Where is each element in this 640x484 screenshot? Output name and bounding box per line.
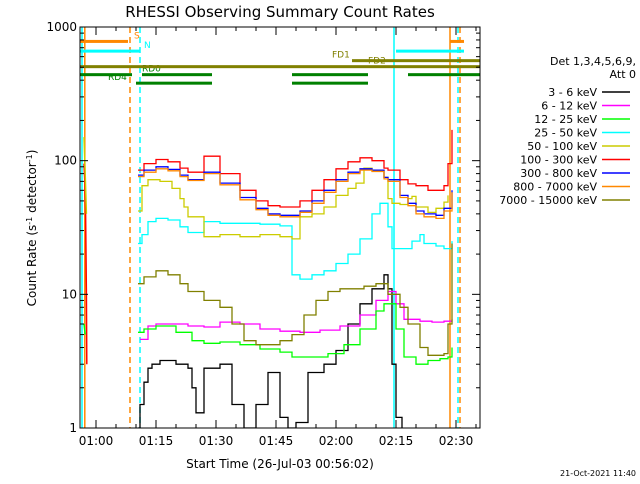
flag-bar-n: [80, 49, 140, 53]
flag-bar-rd0: [142, 73, 212, 77]
series-line-6: [138, 166, 453, 216]
flag-bar-s: [450, 39, 464, 43]
flag-bar-rd0: [80, 73, 132, 77]
y-tick-label: 10: [62, 287, 77, 301]
flag-label-fd1: FD1: [332, 51, 350, 61]
legend-label: 800 - 7000 keV: [513, 181, 597, 194]
y-tick-label: 100: [54, 154, 77, 168]
y-axis-label: Count Rate (s-1 detector-1): [25, 150, 40, 307]
edge-segment-line: [83, 323, 86, 335]
legend-label: 12 - 25 keV: [534, 113, 597, 126]
flag-bar-n: [396, 49, 464, 53]
legend-label: 300 - 800 keV: [520, 167, 597, 180]
flag-label-rd0: RD0: [142, 65, 161, 75]
legend-label: 3 - 6 keV: [548, 86, 597, 99]
legend-label: 100 - 300 keV: [520, 154, 597, 167]
x-tick-label: 01:15: [139, 434, 174, 448]
data-lines: [80, 27, 480, 428]
y-tick-label: 1000: [46, 20, 77, 34]
x-tick-label: 02:30: [439, 434, 474, 448]
series-line-0: [138, 274, 403, 428]
flag-label-s: S: [134, 31, 140, 41]
series-line-2: [138, 303, 453, 365]
flag-bar-s: [80, 39, 128, 43]
series-line-1: [140, 290, 453, 341]
chart-title: RHESSI Observing Summary Count Rates: [125, 3, 435, 21]
flag-bar-rd0: [408, 73, 480, 77]
x-tick-label: 01:30: [199, 434, 234, 448]
flag-label-n: N: [144, 41, 151, 51]
series-line-3: [138, 202, 453, 280]
legend-label: 7000 - 15000 keV: [499, 194, 597, 207]
y-tick-label: 1: [69, 421, 77, 435]
x-tick-label: 02:15: [379, 434, 414, 448]
axes: 01:00 01:15 01:30 01:45 02:00 02:15 02:30 1 10 10…: [46, 20, 480, 448]
flag-bar-rd4: [292, 81, 368, 85]
flag-bar-rd0: [292, 73, 368, 77]
x-tick-label: 01:00: [79, 434, 114, 448]
flag-bar-fd1: [352, 59, 480, 63]
edge-segment-line: [83, 137, 88, 214]
flag-bar-rd4: [136, 81, 212, 85]
plot-frame: [79, 26, 481, 429]
series-line-5: [138, 129, 453, 208]
x-axis-label: Start Time (26-Jul-03 00:56:02): [186, 457, 374, 471]
legend-header: Att 0: [610, 68, 636, 81]
flag-label-rd4: RD4: [108, 73, 127, 83]
legend-label: 25 - 50 keV: [534, 127, 597, 140]
series-line-8: [138, 243, 453, 356]
x-tick-label: 02:00: [319, 434, 354, 448]
legend-label: 50 - 100 keV: [527, 140, 597, 153]
plot-frame-rect: [79, 26, 481, 429]
x-tick-label: 01:45: [259, 434, 294, 448]
series-line-7: [138, 168, 453, 220]
series-line-4: [138, 167, 449, 240]
legend-header: Det 1,3,4,5,6,9,: [550, 55, 636, 68]
legend-label: 6 - 12 keV: [541, 100, 597, 113]
flag-bar-fd2: [80, 65, 480, 69]
timestamp: 21-Oct-2021 11:40: [560, 469, 636, 478]
